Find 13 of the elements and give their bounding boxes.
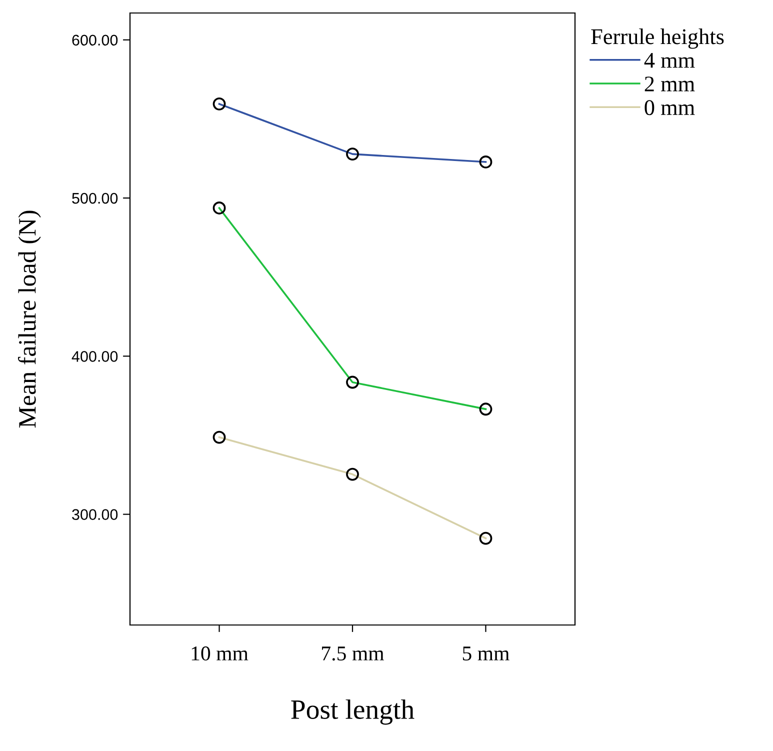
y-tick-label: 400.00	[72, 351, 118, 362]
x-tick-label: 7.5 mm	[322, 646, 384, 661]
y-axis-title: Mean failure load (N)	[18, 210, 41, 428]
x-tick-label: 5 mm	[462, 646, 510, 660]
legend-label: 4 mm	[644, 53, 695, 68]
y-tick-label: 300.00	[72, 509, 118, 520]
y-tick-label: 500.00	[72, 192, 118, 204]
legend-label: 2 mm	[644, 76, 695, 92]
legend-label: 0 mm	[644, 100, 695, 116]
y-tick-label: 600.00	[72, 34, 118, 46]
legend-title: Ferrule heights	[591, 28, 724, 49]
x-tick-label: 10 mm	[192, 646, 248, 660]
x-axis-title: Post length	[291, 699, 414, 725]
